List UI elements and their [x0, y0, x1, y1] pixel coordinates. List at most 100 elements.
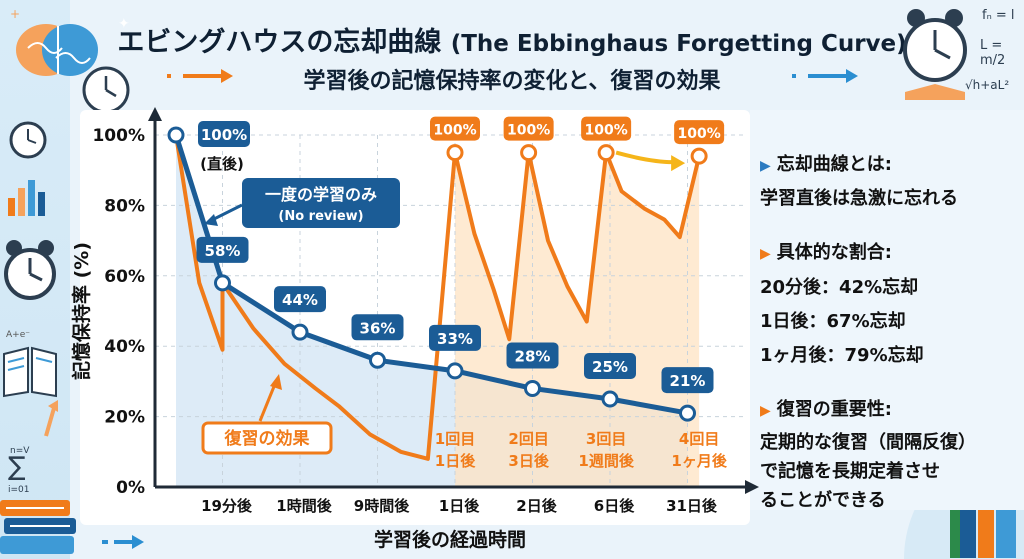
- value-label: 44%: [282, 291, 318, 309]
- bar-chart-icon: [8, 180, 45, 216]
- no-review-point: [167, 126, 185, 144]
- svg-text:✦: ✦: [118, 16, 130, 32]
- x-axis-arrow-icon: [745, 480, 759, 494]
- review-count-label: 2回目: [508, 430, 548, 448]
- review-count-label: 4回目: [679, 430, 719, 448]
- side-line-1: 学習直後は急激に忘れる: [760, 188, 958, 209]
- sum-top-label: n=V: [10, 446, 30, 456]
- x-tick-label: 6日後: [594, 497, 635, 515]
- value-label-box: [506, 342, 559, 369]
- value-label-box: [351, 314, 404, 341]
- no-review-legend-pointer-icon: [204, 214, 218, 226]
- side-heading-importance: ▶ 復習の重要性:: [760, 399, 892, 420]
- no-review-point: [524, 379, 541, 397]
- value-label: 28%: [515, 347, 551, 365]
- review-point: [520, 144, 538, 162]
- review-value-label: 100%: [584, 123, 627, 139]
- triangle-bullet-icon: ▶: [760, 246, 771, 262]
- review-legend-box: [201, 421, 333, 455]
- side-line-5: 定期的な復習（間隔反復）: [760, 432, 976, 453]
- review-count-label: 3回目: [586, 430, 626, 448]
- x-tick-label: 2日後: [516, 497, 557, 515]
- alarm-clock-icon: [4, 240, 56, 300]
- value-label: 21%: [670, 372, 706, 390]
- review-value-label: 100%: [507, 123, 550, 139]
- review-legend-label: 復習の効果: [224, 428, 310, 449]
- x-tick-label: 19分後: [201, 497, 253, 515]
- x-axis-label: 学習後の経過時間: [374, 528, 526, 551]
- review-point: [446, 144, 464, 162]
- y-tick-label: 80%: [104, 196, 145, 216]
- clock-icon: [9, 121, 47, 159]
- review-label-box: [581, 116, 632, 141]
- sum-icon: ∑: [8, 452, 26, 482]
- review-point: [597, 144, 615, 162]
- triangle-bullet-icon: ▶: [760, 158, 771, 174]
- no-review-legend-sublabel: (No review): [278, 209, 363, 224]
- sum-bottom-label: i=01: [8, 485, 30, 495]
- value-label: 25%: [592, 358, 628, 376]
- page-title: エビングハウスの忘却曲線 (The Ebbinghaus Forgetting …: [0, 20, 1024, 59]
- title-english: (The Ebbinghaus Forgetting Curve): [450, 31, 907, 57]
- x-tick-label: 1日後: [439, 497, 480, 515]
- book-stack-icon: [0, 500, 76, 554]
- y-tick-label: 0%: [116, 478, 145, 498]
- explanation-panel: [750, 110, 1024, 510]
- value-label: 36%: [360, 319, 396, 337]
- review-legend-pointer-icon: [270, 374, 282, 390]
- blue-arrow-icon: [792, 69, 858, 83]
- formula-3: √h+aL²: [965, 78, 1010, 92]
- x-tick-label: 9時間後: [354, 497, 410, 515]
- no-review-legend-box: [242, 178, 400, 228]
- book-formula-label: A+e⁻: [6, 330, 30, 340]
- title-japanese: エビングハウスの忘却曲線: [117, 27, 442, 58]
- review-count-label: 1回目: [435, 430, 475, 448]
- side-heading-ratios: ▶ 具体的な割合:: [760, 242, 892, 263]
- y-tick-label: 60%: [104, 267, 145, 287]
- review-timing-label: 1日後: [435, 452, 476, 470]
- right-alarm-clock-icon: [903, 9, 967, 100]
- page-subtitle: 学習後の記憶保持率の変化と、復習の効果: [303, 69, 721, 94]
- formula-1: fₙ = l: [982, 8, 1015, 23]
- y-tick-label: 100%: [92, 126, 145, 146]
- review-label-box: [674, 120, 725, 145]
- small-blue-arrow-icon: [102, 535, 144, 549]
- value-label: 33%: [437, 330, 473, 348]
- review-point: [690, 147, 708, 165]
- review-value-label: 100%: [677, 126, 720, 142]
- value-sublabel: (直後): [200, 155, 244, 173]
- review-timing-label: 3日後: [508, 452, 549, 470]
- up-arrow-icon: [44, 400, 58, 437]
- no-review-point: [369, 351, 386, 369]
- x-tick-label: 1時間後: [276, 497, 332, 515]
- no-review-point: [291, 323, 309, 341]
- review-label-box: [503, 116, 554, 141]
- review-value-label: 100%: [433, 123, 476, 139]
- side-line-2: 20分後：42%忘却: [760, 277, 919, 298]
- side-line-7: ることができる: [760, 490, 886, 511]
- side-line-3: 1日後：67%忘却: [760, 311, 906, 332]
- review-label-box: [430, 116, 480, 141]
- open-book-icon: [3, 346, 57, 398]
- review-area: [455, 152, 700, 487]
- formula-2: L = m/2: [980, 38, 1006, 68]
- value-label-box: [198, 121, 250, 147]
- side-line-4: 1ヶ月後：79%忘却: [760, 345, 924, 366]
- value-label-box: [429, 324, 481, 351]
- no-review-legend-pointer: [211, 203, 243, 222]
- y-tick-label: 20%: [104, 408, 145, 428]
- x-tick-label: 31日後: [666, 497, 718, 515]
- y-tick-label: 40%: [104, 337, 145, 357]
- review-progress-arrow-icon: [671, 155, 686, 172]
- value-label-box: [661, 367, 714, 394]
- value-label-box: [584, 353, 636, 379]
- review-timing-label: 1週間後: [578, 452, 634, 470]
- side-heading-definition: ▶ 忘却曲線とは:: [760, 154, 892, 175]
- no-review-point: [679, 404, 696, 422]
- value-label: 58%: [205, 242, 241, 260]
- no-review-legend-label: 一度の学習のみ: [265, 185, 377, 204]
- no-review-point: [446, 362, 464, 380]
- review-legend-pointer: [258, 383, 277, 422]
- svg-text:+: +: [10, 8, 20, 21]
